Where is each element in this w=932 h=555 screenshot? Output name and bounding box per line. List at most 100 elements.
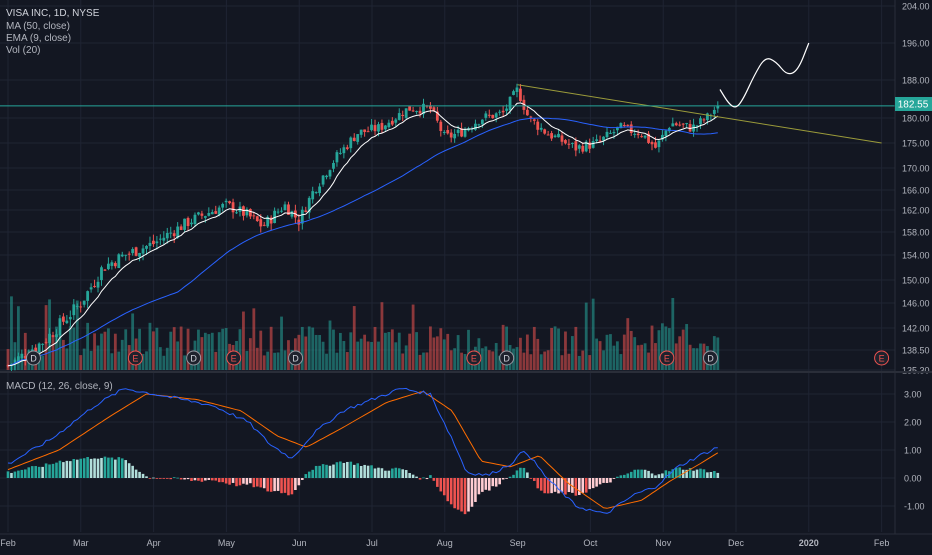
last-price-label: 182.55 <box>898 100 929 111</box>
volume-bar <box>626 318 630 370</box>
macd-histogram-bar <box>55 462 58 478</box>
macd-histogram-bar <box>411 474 415 478</box>
volume-bar <box>494 343 498 370</box>
volume-bar <box>546 350 550 370</box>
macd-histogram-bar <box>591 478 595 489</box>
price-tick-label: 166.00 <box>902 186 930 196</box>
macd-histogram-bar <box>560 478 564 493</box>
candle-body <box>418 110 422 114</box>
candle-body <box>193 214 197 225</box>
candle-body <box>287 204 290 215</box>
candle-body <box>276 211 280 213</box>
volume-bar <box>415 332 418 370</box>
macd-histogram-bar <box>103 456 107 478</box>
candle-body <box>411 110 415 112</box>
macd-histogram-bar <box>96 458 100 478</box>
macd-histogram-bar <box>491 478 495 487</box>
candle-body <box>120 254 124 257</box>
candle-body <box>332 162 335 169</box>
volume-bar <box>543 351 547 370</box>
candle-body <box>508 96 512 111</box>
trendline <box>517 84 882 144</box>
macd-histogram-bar <box>564 478 567 495</box>
macd-histogram-bar <box>695 469 699 478</box>
macd-histogram-bar <box>467 478 470 512</box>
volume-bar <box>671 297 675 370</box>
volume-bar <box>591 298 595 370</box>
candle-body <box>515 87 519 93</box>
macd-histogram-bar <box>10 472 13 478</box>
macd-histogram-bar <box>321 464 325 478</box>
volume-bar <box>574 326 578 370</box>
macd-histogram-bar <box>449 478 453 505</box>
volume-bar <box>79 355 83 370</box>
macd-tick-label: 2.00 <box>904 418 922 428</box>
volume-bar <box>325 353 328 370</box>
earnings-marker <box>466 350 482 366</box>
candle-body <box>706 113 709 121</box>
candle-body <box>546 134 550 136</box>
macd-histogram-bar <box>356 463 360 478</box>
earnings-marker <box>226 350 242 366</box>
volume-bar <box>165 347 169 370</box>
volume-bar <box>667 328 671 370</box>
candle-body <box>155 241 159 244</box>
time-tick-label: Oct <box>583 538 598 548</box>
volume-bar <box>418 354 422 370</box>
volume-bar <box>82 348 86 370</box>
candle-body <box>449 132 453 138</box>
candle-body <box>79 306 83 308</box>
dividend-marker <box>186 350 202 366</box>
candle-body <box>86 291 90 301</box>
volume-bar <box>366 341 370 370</box>
volume-bar <box>557 328 560 370</box>
candle-body <box>384 125 387 130</box>
candle-body <box>145 245 148 249</box>
macd-histogram-bar <box>69 461 72 478</box>
volume-bar <box>238 329 242 370</box>
volume-bar <box>255 347 259 370</box>
candle-body <box>345 147 349 149</box>
macd-histogram-bar <box>384 470 387 478</box>
macd-histogram-bar <box>373 468 377 478</box>
macd-histogram-bar <box>508 476 512 478</box>
volume-bar <box>103 331 107 370</box>
macd-label: MACD (12, 26, close, 9) <box>6 381 113 392</box>
macd-histogram-bar <box>529 478 533 479</box>
macd-histogram-bar <box>391 468 394 478</box>
candle-body <box>394 119 398 123</box>
macd-histogram-bar <box>242 478 245 484</box>
macd-histogram-bar <box>370 465 373 478</box>
candle-body <box>525 109 529 116</box>
volume-bar <box>283 350 287 370</box>
macd-histogram-bar <box>238 478 242 486</box>
time-tick-label: Feb <box>874 538 890 548</box>
marker-label: D <box>503 354 510 364</box>
macd-histogram-bar <box>650 473 654 478</box>
candle-body <box>231 202 235 213</box>
volume-bar <box>207 334 211 370</box>
volume-bar <box>553 326 557 370</box>
price-tick-label: 138.50 <box>902 346 930 356</box>
macd-histogram-bar <box>442 478 446 496</box>
macd-histogram-bar <box>124 460 128 478</box>
candle-body <box>370 124 373 131</box>
candle-body <box>456 129 460 133</box>
candle-body <box>674 123 678 126</box>
candle-body <box>439 121 443 131</box>
candle-body <box>657 140 661 148</box>
volume-bar <box>581 350 585 370</box>
macd-histogram-bar <box>179 478 183 480</box>
macd-histogram-bar <box>93 458 96 478</box>
volume-bar <box>259 330 263 370</box>
candle-body <box>712 109 716 114</box>
volume-bar <box>318 335 322 370</box>
marker-label: E <box>231 354 237 364</box>
marker-label: D <box>30 354 37 364</box>
macd-histogram-bar <box>235 478 238 487</box>
candle-body <box>404 108 408 118</box>
marker-label: E <box>471 354 477 364</box>
macd-histogram-bar <box>432 478 436 481</box>
